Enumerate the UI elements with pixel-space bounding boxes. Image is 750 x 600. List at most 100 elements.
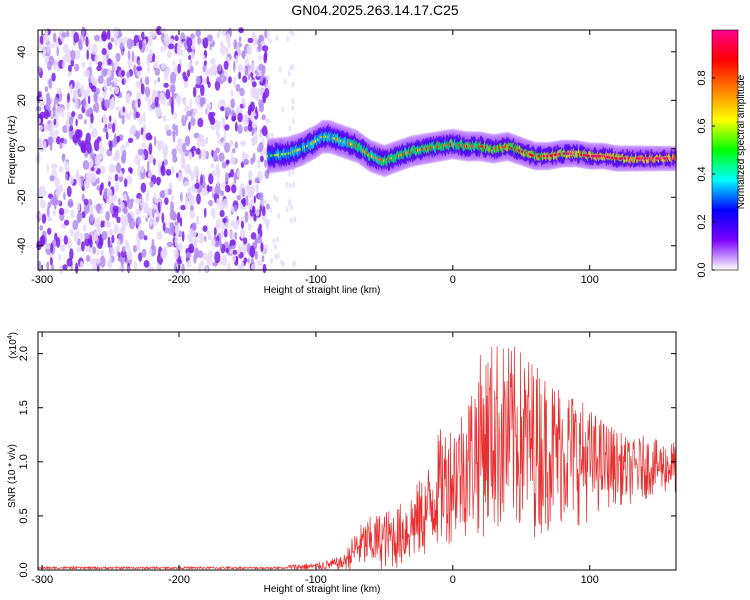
noise-blob — [211, 187, 215, 194]
noise-blob — [196, 193, 201, 205]
noise-blob — [113, 26, 119, 39]
noise-blob — [191, 145, 196, 152]
noise-blob — [231, 115, 237, 122]
snr-xlabel: Height of straight line (km) — [264, 584, 381, 595]
noise-blob — [126, 38, 133, 50]
noise-blob — [50, 242, 53, 254]
noise-blob — [119, 255, 126, 265]
noise-blob — [164, 197, 169, 206]
noise-blob — [76, 246, 82, 253]
noise-blob — [248, 119, 253, 127]
noise-blob — [40, 195, 43, 205]
noise-blob — [58, 166, 64, 173]
noise-blob — [258, 132, 263, 138]
noise-blob — [89, 247, 93, 254]
noise-blob — [146, 160, 150, 173]
noise-blob — [291, 118, 295, 125]
noise-blob — [113, 133, 117, 145]
noise-blob — [137, 59, 141, 68]
heatmap-xtick-label: -100 — [305, 274, 327, 286]
noise-blob — [129, 167, 133, 174]
noise-blob — [248, 178, 252, 186]
noise-blob — [181, 263, 185, 275]
noise-blob — [218, 152, 225, 162]
noise-blob — [188, 243, 195, 254]
heatmap-xlabel: Height of straight line (km) — [264, 285, 381, 296]
snr-ytick-label: 1.0 — [18, 454, 30, 469]
noise-blob — [153, 60, 159, 68]
noise-blob — [165, 124, 170, 131]
snr-ytick-label: 2.0 — [18, 346, 30, 361]
noise-blob — [265, 220, 270, 230]
noise-blob — [122, 106, 126, 113]
noise-blob — [127, 58, 132, 69]
noise-blob — [113, 223, 119, 235]
noise-blob — [175, 124, 179, 137]
noise-blob — [65, 173, 69, 181]
noise-blob — [136, 71, 142, 77]
noise-blob — [261, 114, 266, 121]
noise-blob — [50, 109, 54, 118]
noise-blob — [70, 59, 75, 67]
noise-blob — [101, 48, 107, 56]
noise-blob — [49, 256, 53, 266]
noise-blob — [177, 63, 182, 74]
noise-blob — [154, 67, 161, 76]
noise-blob — [249, 245, 256, 258]
noise-blob — [205, 66, 209, 77]
noise-blob — [77, 113, 84, 120]
noise-blob — [123, 205, 128, 215]
noise-blob — [78, 38, 82, 50]
noise-blob — [255, 106, 258, 115]
noise-blob — [82, 97, 87, 109]
noise-blob — [135, 80, 141, 88]
heatmap-xtick-label: -300 — [31, 274, 53, 286]
noise-blob — [144, 95, 148, 102]
noise-blob — [139, 204, 142, 211]
noise-blob — [81, 145, 87, 153]
noise-blob — [202, 37, 209, 49]
noise-blob — [286, 36, 290, 42]
noise-blob — [61, 223, 66, 229]
noise-blob — [68, 175, 74, 185]
noise-blob — [262, 263, 267, 274]
noise-blob — [176, 43, 182, 56]
noise-blob — [113, 77, 119, 86]
noise-blob — [216, 197, 220, 207]
noise-blob — [150, 103, 157, 110]
noise-blob — [206, 34, 213, 42]
noise-blob — [99, 255, 106, 268]
noise-blob — [230, 220, 236, 227]
noise-blob — [262, 92, 267, 104]
noise-blob — [51, 264, 55, 271]
noise-blob — [69, 84, 73, 95]
noise-blob — [203, 60, 207, 66]
noise-blob — [120, 201, 125, 210]
noise-blob — [237, 124, 243, 135]
noise-blob — [174, 235, 179, 247]
noise-blob — [110, 37, 115, 43]
noise-blob — [197, 264, 202, 274]
noise-blob — [115, 52, 121, 63]
noise-blob — [184, 197, 188, 210]
noise-blob — [137, 165, 141, 177]
noise-blob — [242, 75, 248, 83]
noise-blob — [204, 190, 209, 197]
noise-blob — [45, 101, 51, 111]
noise-blob — [136, 65, 143, 72]
noise-blob — [114, 36, 118, 47]
noise-blob — [77, 201, 81, 212]
noise-blob — [76, 168, 80, 178]
noise-blob — [67, 71, 72, 77]
noise-blob — [247, 170, 253, 181]
noise-blob — [145, 217, 148, 222]
noise-blob — [261, 125, 268, 137]
heatmap-noise-region — [35, 25, 297, 275]
snr-xtick-label: -200 — [168, 574, 190, 586]
noise-blob — [153, 135, 157, 147]
noise-blob — [227, 185, 231, 193]
noise-blob — [236, 194, 242, 201]
noise-blob — [94, 154, 101, 166]
noise-blob — [163, 82, 169, 88]
noise-blob — [62, 125, 68, 134]
